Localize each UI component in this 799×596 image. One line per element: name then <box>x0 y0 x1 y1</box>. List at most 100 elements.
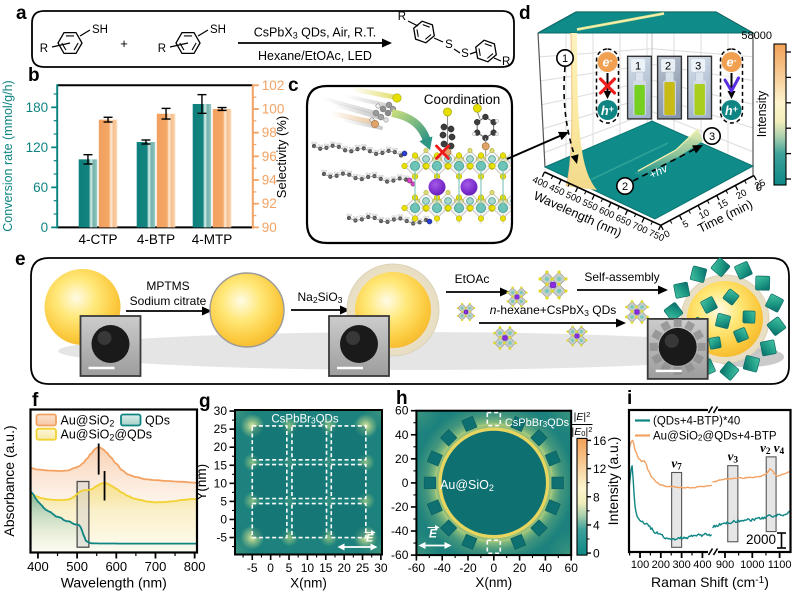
text-segment: R <box>502 56 510 68</box>
text-segment: 1000 <box>740 559 764 571</box>
text-segment: X(nm) <box>290 576 327 591</box>
vial-number: 2 <box>665 61 671 73</box>
metal-atom <box>466 197 474 205</box>
carbon-atom <box>482 113 489 121</box>
chain-bond <box>320 147 327 150</box>
qd-metal-atom <box>498 341 502 345</box>
halide-atom <box>423 204 430 212</box>
text-segment: QDs, Air, R.T. <box>298 26 377 40</box>
b-category-label: 4-MTP <box>192 232 233 247</box>
text-segment: Conversion rate (mmol/g/h) <box>1 80 15 231</box>
chain-bond <box>348 217 356 221</box>
d-time-minor-tick <box>725 190 729 194</box>
vial-liquid <box>664 82 675 115</box>
h-x-axis-title: X(nm) <box>475 575 512 590</box>
g-x-tick-label: 30 <box>374 561 388 575</box>
qd-halide-atom <box>514 341 517 345</box>
g-x-tick-label: 25 <box>356 561 370 575</box>
chain-hydrogen <box>330 172 334 176</box>
halide-atom <box>423 162 430 170</box>
text-segment: v <box>671 455 677 470</box>
text-segment: 60 <box>395 404 409 418</box>
chain-bond <box>382 150 389 154</box>
i-break-gap <box>708 549 718 555</box>
qd-halide-atom <box>503 331 506 335</box>
panel-label-e: e <box>15 249 26 270</box>
b-right-axis-title: Selectivity (%) <box>274 116 289 198</box>
g-y-tick-label: 30 <box>214 404 228 418</box>
d-ridge-crest <box>637 128 699 172</box>
g-qd-dashed-square <box>251 502 288 539</box>
vial-cap <box>665 71 674 83</box>
molecule-atom <box>379 105 387 113</box>
text-segment: - <box>733 55 736 65</box>
tem-qd-corona <box>693 329 704 341</box>
chain-hydrogen <box>353 173 356 177</box>
halide-atom <box>489 148 495 153</box>
qd-halide-atom <box>498 347 502 350</box>
perovskite-cube <box>673 281 691 299</box>
tem-qd-corona <box>660 320 672 332</box>
text-segment: h <box>725 104 733 118</box>
halide-atom <box>489 190 495 195</box>
b-right-tick-label: 96 <box>262 149 277 164</box>
text-segment: n <box>490 303 497 317</box>
g-plot-corner-glow <box>235 534 255 555</box>
d-time-minor-tick <box>688 210 691 214</box>
qd-halide-atom <box>464 314 467 317</box>
b-right-tick-label: 100 <box>262 101 285 116</box>
d-wavelength-tick <box>591 194 595 200</box>
h-qd-cube <box>439 429 458 447</box>
h-x-tick-label: 20 <box>513 561 527 575</box>
text-segment: S <box>461 48 469 60</box>
chain-hydrogen <box>407 216 410 220</box>
tem-particle-highlight <box>346 331 360 345</box>
benzene-ring <box>57 31 83 55</box>
h-yellow-ring-glow <box>434 423 554 543</box>
g-y-tick-label: 20 <box>214 440 228 454</box>
chain-hydrogen <box>400 174 403 177</box>
e-arrow-5-head <box>658 285 668 295</box>
chain-bond <box>394 151 402 156</box>
h-colorbar-label-bottom: |E0|2 <box>572 425 593 438</box>
benzene-ring <box>412 20 436 44</box>
text-segment: 3 <box>584 308 589 318</box>
i-scalebar: 2000 <box>746 532 786 549</box>
chain-bond <box>387 180 394 182</box>
text-segment: 2 <box>109 418 114 428</box>
chain-bond <box>368 175 375 178</box>
text-segment: Raman Shift (cm <box>651 574 755 590</box>
d-wavelength-minor-tick <box>617 206 620 210</box>
i-scalebar-label: 2000 <box>746 532 776 547</box>
qd-halide-atom <box>461 310 464 313</box>
qd-cluster-icon <box>625 300 649 324</box>
i-x-tick-label: 1100 <box>768 559 792 571</box>
halide-atom <box>455 152 463 159</box>
panel-label-h: h <box>396 388 408 409</box>
h-colorbar-tick-label: 4 <box>593 518 600 532</box>
i-band-box <box>671 471 683 548</box>
b-right-tick-label: 90 <box>262 220 277 235</box>
chain-hydrogen <box>342 146 345 149</box>
h-plot-corner-glow <box>547 410 572 435</box>
i-curve-(QDs+4-BTP)*40 <box>628 465 712 541</box>
chain-hydrogen <box>387 177 390 180</box>
tem-particle-highlight <box>97 331 112 345</box>
chain-hydrogen <box>406 175 409 178</box>
g-x-tick-label: 0 <box>267 561 274 575</box>
h-plot-corner-glow <box>547 531 572 556</box>
qd-halide-atom <box>571 325 574 328</box>
chain-hydrogen <box>345 146 348 149</box>
d-stage-circle <box>615 177 634 196</box>
text-segment: R <box>40 43 48 55</box>
text-segment: 94 <box>262 173 278 188</box>
chain-hydrogen <box>372 213 375 217</box>
qd-halide-atom <box>456 314 459 317</box>
qd-halide-atom <box>575 330 578 333</box>
text-segment: Hexane/EtOAc, LED <box>258 49 372 63</box>
halide-atom <box>401 204 408 212</box>
text-segment: + <box>733 104 738 114</box>
qd-halide-atom <box>640 321 644 324</box>
